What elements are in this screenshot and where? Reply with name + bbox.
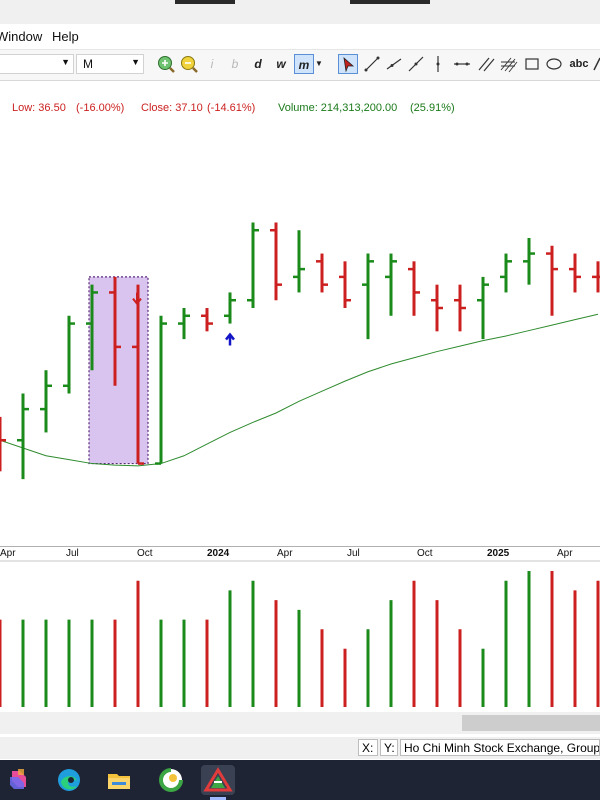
- bar-mode-button[interactable]: b: [231, 57, 239, 71]
- ohlc-bar: [431, 284, 443, 332]
- x-tick-label: 2025: [487, 548, 510, 559]
- toolbar: ▼ M ▼ i b d w m ▼ abc: [0, 50, 600, 81]
- ohlc-bar: [477, 276, 489, 340]
- ohlc-bar: [546, 245, 558, 316]
- volume-label: Volume: 214,313,200.00: [278, 102, 398, 114]
- x-tick-label: Apr: [0, 548, 16, 559]
- close-label: Close: 37.10: [141, 102, 203, 114]
- ohlc-bar: [339, 261, 351, 308]
- x-tick-label: Jul: [347, 548, 360, 559]
- time-axis: Apr Jul Oct 2024 Apr Jul Oct 2025 Apr: [0, 546, 600, 562]
- x-tick-label: Jul: [66, 548, 79, 559]
- ohlc-bar: [592, 261, 600, 293]
- up-arrow-marker: [225, 332, 235, 346]
- vertical-line-icon[interactable]: [428, 54, 448, 74]
- copilot-icon[interactable]: [6, 767, 32, 793]
- grid-lines-icon[interactable]: [498, 54, 518, 74]
- x-tick-label: Oct: [417, 548, 433, 559]
- ohlc-bar: [247, 222, 259, 308]
- ohlc-bar: [454, 284, 466, 332]
- x-tick-label: Oct: [137, 548, 153, 559]
- window-tab-right[interactable]: [350, 0, 430, 4]
- ohlc-bar: [178, 308, 190, 340]
- status-bar: X: Y: Ho Chi Minh Stock Exchange, Group: [0, 737, 600, 759]
- chevron-down-icon: ▼: [61, 57, 70, 67]
- scrollbar-thumb[interactable]: [462, 715, 600, 731]
- ohlc-bar: [569, 253, 581, 293]
- weekly-button[interactable]: w: [276, 57, 286, 71]
- horizontal-scrollbar[interactable]: [0, 712, 600, 734]
- text-tool-button[interactable]: abc: [569, 58, 589, 70]
- menu-bar: Window Help: [0, 24, 600, 50]
- app-green-icon[interactable]: [158, 767, 184, 793]
- window-tab-left[interactable]: [175, 0, 235, 4]
- ohlc-bar: [109, 276, 121, 386]
- ohlc-bar: [201, 308, 213, 332]
- pen-tool-icon[interactable]: [592, 54, 600, 74]
- ohlc-bar: [0, 416, 6, 472]
- ohlc-bar: [500, 253, 512, 293]
- x-tick-label: Apr: [557, 548, 573, 559]
- ray-line-icon[interactable]: [384, 54, 404, 74]
- menu-help[interactable]: Help: [52, 29, 79, 44]
- extended-line-icon[interactable]: [406, 54, 426, 74]
- price-chart[interactable]: [0, 118, 600, 563]
- low-change: (-16.00%): [76, 102, 125, 114]
- amibroker-icon[interactable]: [201, 765, 235, 795]
- taskbar: [0, 760, 600, 800]
- symbol-combo[interactable]: ▼: [0, 54, 74, 74]
- ohlc-bar: [408, 261, 420, 316]
- low-label: Low: 36.50: [12, 102, 66, 114]
- ohlc-bar: [155, 315, 167, 465]
- y-coordinate-label: Y:: [380, 739, 398, 756]
- chevron-down-icon: ▼: [131, 57, 140, 67]
- pointer-tool-icon[interactable]: [338, 54, 358, 74]
- monthly-button[interactable]: m: [294, 54, 314, 74]
- x-coordinate-label: X:: [358, 739, 378, 756]
- period-value: M: [83, 57, 93, 71]
- active-app-indicator: [210, 797, 226, 800]
- close-change: (-14.61%): [207, 102, 256, 114]
- x-tick-label: 2024: [207, 548, 230, 559]
- exchange-label: Ho Chi Minh Stock Exchange, Group: [400, 739, 600, 756]
- ellipse-icon[interactable]: [544, 54, 564, 74]
- ohlc-bar: [362, 253, 374, 340]
- parallel-lines-icon[interactable]: [476, 54, 496, 74]
- down-arrow-marker: [132, 292, 142, 306]
- rectangle-icon[interactable]: [522, 54, 542, 74]
- ohlc-bar: [63, 315, 75, 394]
- period-combo[interactable]: M ▼: [76, 54, 144, 74]
- ohlc-bar: [40, 370, 52, 433]
- ohlc-bar: [86, 284, 98, 371]
- menu-window[interactable]: Window: [0, 29, 43, 44]
- time-axis-line: [0, 546, 600, 547]
- intraday-button[interactable]: i: [210, 57, 214, 71]
- daily-button[interactable]: d: [254, 57, 262, 71]
- ohlc-bar: [17, 393, 29, 480]
- ohlc-bar: [270, 222, 282, 301]
- ohlc-bar: [293, 230, 305, 293]
- ohlc-bar: [523, 238, 535, 285]
- volume-chart[interactable]: [0, 562, 600, 708]
- horizontal-line-icon[interactable]: [452, 54, 472, 74]
- ohlc-info-bar: Low: 36.50 (-16.00%) Close: 37.10 (-14.6…: [0, 100, 600, 118]
- ohlc-bar: [316, 253, 328, 293]
- zoom-out-icon[interactable]: [179, 54, 199, 74]
- volume-change: (25.91%): [410, 102, 455, 114]
- moving-average-line: [0, 313, 599, 467]
- edge-browser-icon[interactable]: [56, 767, 82, 793]
- file-explorer-icon[interactable]: [106, 767, 132, 793]
- chevron-down-icon[interactable]: ▼: [315, 59, 323, 68]
- zoom-in-icon[interactable]: [156, 54, 176, 74]
- pane-divider[interactable]: [0, 560, 600, 562]
- ohlc-bar: [385, 253, 397, 316]
- ohlc-bar: [224, 292, 236, 324]
- title-area: [0, 0, 600, 24]
- ohlc-bar: [132, 284, 144, 465]
- trendline-icon[interactable]: [362, 54, 382, 74]
- x-tick-label: Apr: [277, 548, 293, 559]
